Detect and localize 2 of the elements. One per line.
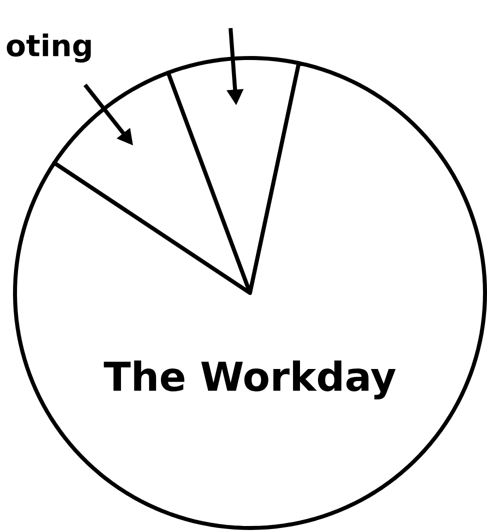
slice-label: The Workday — [104, 360, 396, 400]
slice-label: oting — [6, 33, 91, 63]
